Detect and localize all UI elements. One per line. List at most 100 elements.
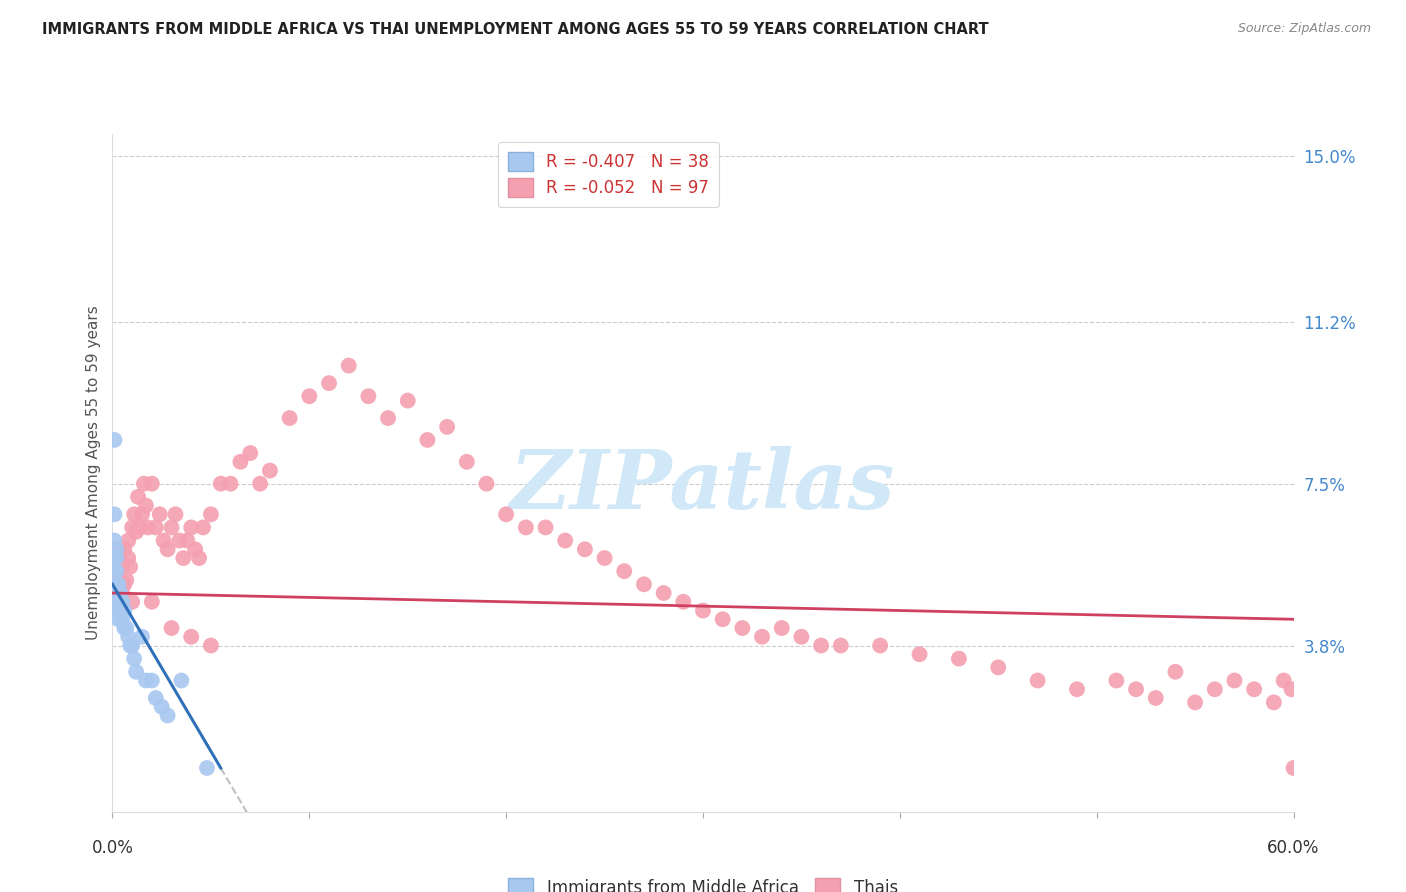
Point xyxy=(145,691,167,706)
Point xyxy=(129,520,152,534)
Point xyxy=(141,595,163,609)
Point xyxy=(574,542,596,557)
Point xyxy=(111,612,134,626)
Point xyxy=(152,533,174,548)
Point xyxy=(731,621,754,635)
Point xyxy=(416,433,439,447)
Point xyxy=(135,499,157,513)
Text: IMMIGRANTS FROM MIDDLE AFRICA VS THAI UNEMPLOYMENT AMONG AGES 55 TO 59 YEARS COR: IMMIGRANTS FROM MIDDLE AFRICA VS THAI UN… xyxy=(42,22,988,37)
Point xyxy=(105,595,128,609)
Point xyxy=(770,621,793,635)
Point xyxy=(160,520,183,534)
Point xyxy=(692,603,714,617)
Point xyxy=(172,551,194,566)
Point xyxy=(1243,682,1265,697)
Point xyxy=(165,508,187,522)
Point xyxy=(160,621,183,635)
Point xyxy=(156,542,179,557)
Point xyxy=(145,520,167,534)
Point xyxy=(337,359,360,373)
Point xyxy=(396,393,419,408)
Point xyxy=(515,520,537,534)
Point xyxy=(132,476,155,491)
Point xyxy=(191,520,214,534)
Point xyxy=(110,577,132,591)
Point xyxy=(141,476,163,491)
Point xyxy=(107,586,129,600)
Point xyxy=(107,564,129,578)
Point xyxy=(593,551,616,566)
Point xyxy=(103,533,125,548)
Point xyxy=(111,559,134,574)
Point xyxy=(751,630,773,644)
Point xyxy=(136,520,159,534)
Point xyxy=(711,612,734,626)
Point xyxy=(120,559,142,574)
Point xyxy=(948,651,970,665)
Point xyxy=(176,533,198,548)
Text: Source: ZipAtlas.com: Source: ZipAtlas.com xyxy=(1237,22,1371,36)
Point xyxy=(111,586,134,600)
Point xyxy=(259,464,281,478)
Point xyxy=(121,639,143,653)
Point xyxy=(103,564,125,578)
Point xyxy=(103,433,125,447)
Point xyxy=(278,411,301,425)
Point xyxy=(249,476,271,491)
Point xyxy=(112,542,135,557)
Point xyxy=(112,603,135,617)
Point xyxy=(869,639,891,653)
Point xyxy=(141,673,163,688)
Point xyxy=(103,508,125,522)
Point xyxy=(117,551,139,566)
Point xyxy=(110,603,132,617)
Point xyxy=(105,551,128,566)
Point xyxy=(229,455,252,469)
Legend: Immigrants from Middle Africa, Thais: Immigrants from Middle Africa, Thais xyxy=(498,868,908,892)
Point xyxy=(377,411,399,425)
Point xyxy=(188,551,211,566)
Point xyxy=(534,520,557,534)
Point xyxy=(122,508,145,522)
Text: 60.0%: 60.0% xyxy=(1267,838,1320,857)
Point xyxy=(200,508,222,522)
Point xyxy=(475,476,498,491)
Point xyxy=(1026,673,1049,688)
Point xyxy=(135,673,157,688)
Point xyxy=(131,508,153,522)
Text: ZIPatlas: ZIPatlas xyxy=(510,446,896,526)
Point xyxy=(110,595,132,609)
Point xyxy=(180,520,202,534)
Point xyxy=(1184,695,1206,709)
Point xyxy=(107,603,129,617)
Point xyxy=(105,564,128,578)
Point xyxy=(125,524,148,539)
Point xyxy=(121,520,143,534)
Point xyxy=(107,577,129,591)
Point xyxy=(200,639,222,653)
Point xyxy=(156,708,179,723)
Point xyxy=(554,533,576,548)
Point xyxy=(150,699,173,714)
Point xyxy=(180,630,202,644)
Point xyxy=(105,542,128,557)
Point xyxy=(107,612,129,626)
Point xyxy=(105,586,128,600)
Point xyxy=(436,420,458,434)
Point xyxy=(239,446,262,460)
Point xyxy=(103,551,125,566)
Point xyxy=(1272,673,1295,688)
Point xyxy=(117,630,139,644)
Point xyxy=(149,508,172,522)
Point xyxy=(110,556,132,570)
Point xyxy=(112,577,135,591)
Point xyxy=(103,564,125,578)
Point xyxy=(613,564,636,578)
Point xyxy=(111,603,134,617)
Point xyxy=(105,551,128,566)
Point xyxy=(318,376,340,390)
Point xyxy=(195,761,218,775)
Point xyxy=(112,621,135,635)
Point xyxy=(633,577,655,591)
Point xyxy=(131,630,153,644)
